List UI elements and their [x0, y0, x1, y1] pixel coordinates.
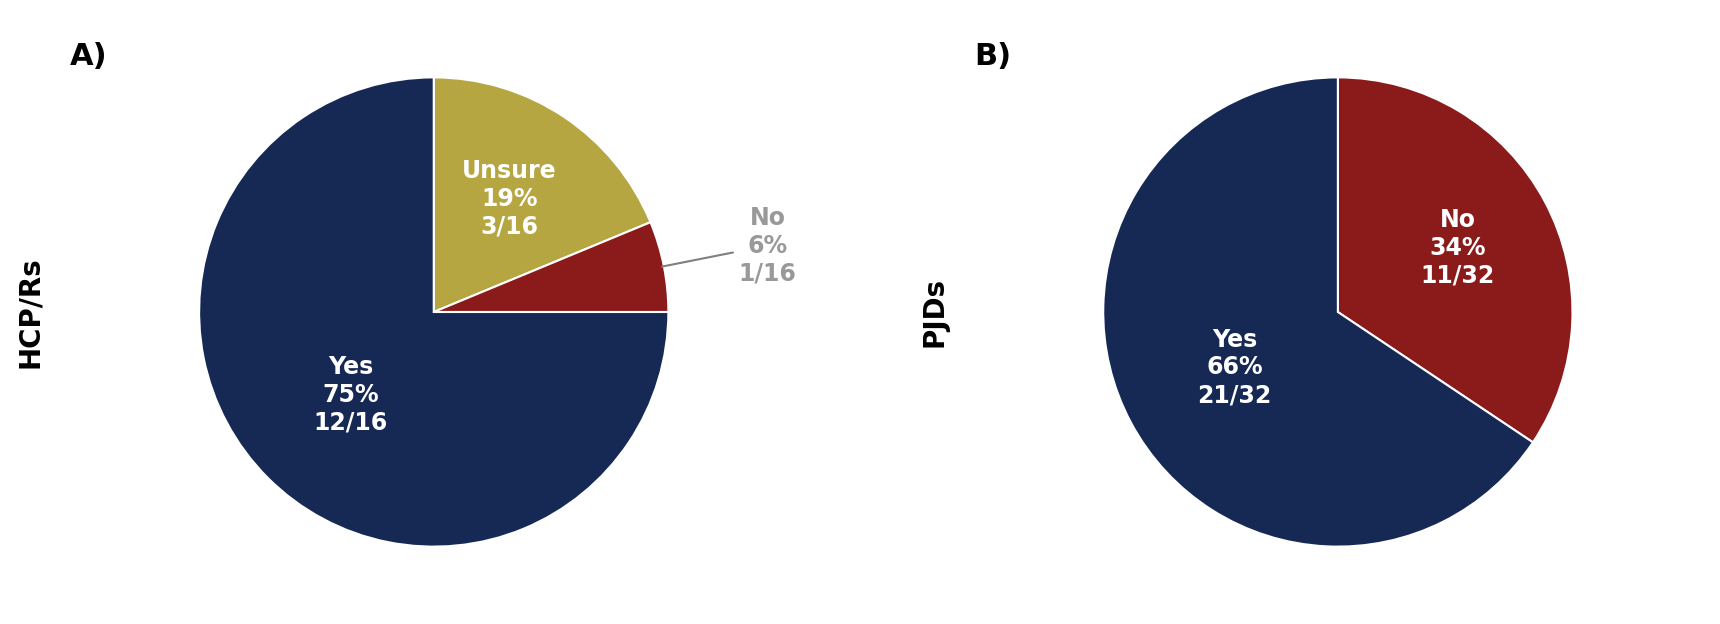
- Wedge shape: [200, 77, 669, 547]
- Wedge shape: [1338, 77, 1572, 442]
- Text: PJDs: PJDs: [920, 277, 948, 347]
- Text: No
34%
11/32: No 34% 11/32: [1421, 208, 1495, 288]
- Wedge shape: [433, 77, 650, 312]
- Wedge shape: [1103, 77, 1533, 547]
- Text: No
6%
1/16: No 6% 1/16: [662, 206, 796, 285]
- Wedge shape: [433, 222, 669, 312]
- Text: Yes
66%
21/32: Yes 66% 21/32: [1197, 328, 1271, 407]
- Text: Unsure
19%
3/16: Unsure 19% 3/16: [463, 159, 557, 238]
- Text: HCP/Rs: HCP/Rs: [15, 256, 45, 368]
- Text: B): B): [974, 42, 1011, 71]
- Text: A): A): [71, 42, 108, 71]
- Text: Yes
75%
12/16: Yes 75% 12/16: [313, 355, 389, 435]
